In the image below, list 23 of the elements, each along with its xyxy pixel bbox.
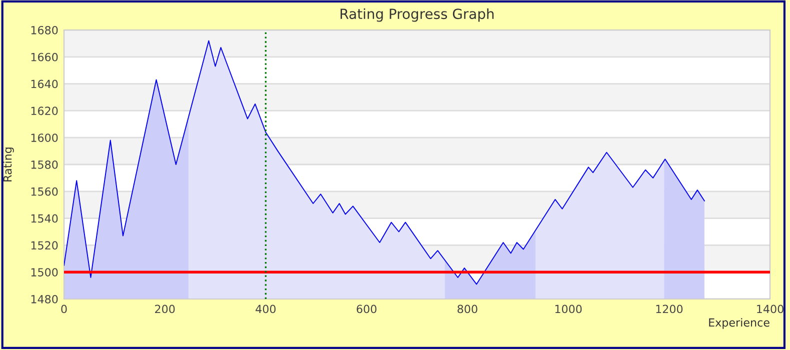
y-tick-label: 1480	[31, 294, 58, 304]
x-tick-label: 0	[61, 304, 67, 314]
chart-title: Rating Progress Graph	[340, 8, 494, 22]
y-tick-label: 1520	[31, 241, 58, 250]
y-tick-label: 1620	[31, 106, 58, 116]
y-tick-label: 1680	[31, 26, 58, 34]
y-tick-label: 1500	[31, 268, 58, 276]
y-tick-label: 1560	[31, 187, 58, 196]
x-tick-label: 800	[458, 304, 478, 314]
x-tick-label: 200	[155, 304, 175, 314]
y-axis-title: Rating	[3, 148, 14, 182]
x-tick-label: 1200	[656, 304, 683, 314]
x-tick-label: 400	[256, 304, 276, 314]
y-tick-label: 1640	[31, 80, 58, 88]
y-tick-label: 1580	[31, 160, 58, 169]
x-axis-title: Experience	[709, 318, 770, 329]
x-tick-label: 1400	[757, 304, 784, 314]
line-series	[64, 40, 705, 285]
y-tick-label: 1660	[31, 52, 58, 62]
x-tick-label: 600	[356, 304, 376, 314]
y-tick-label: 1600	[31, 134, 58, 142]
y-tick-label: 1540	[31, 214, 58, 223]
x-tick-label: 1000	[555, 304, 582, 314]
